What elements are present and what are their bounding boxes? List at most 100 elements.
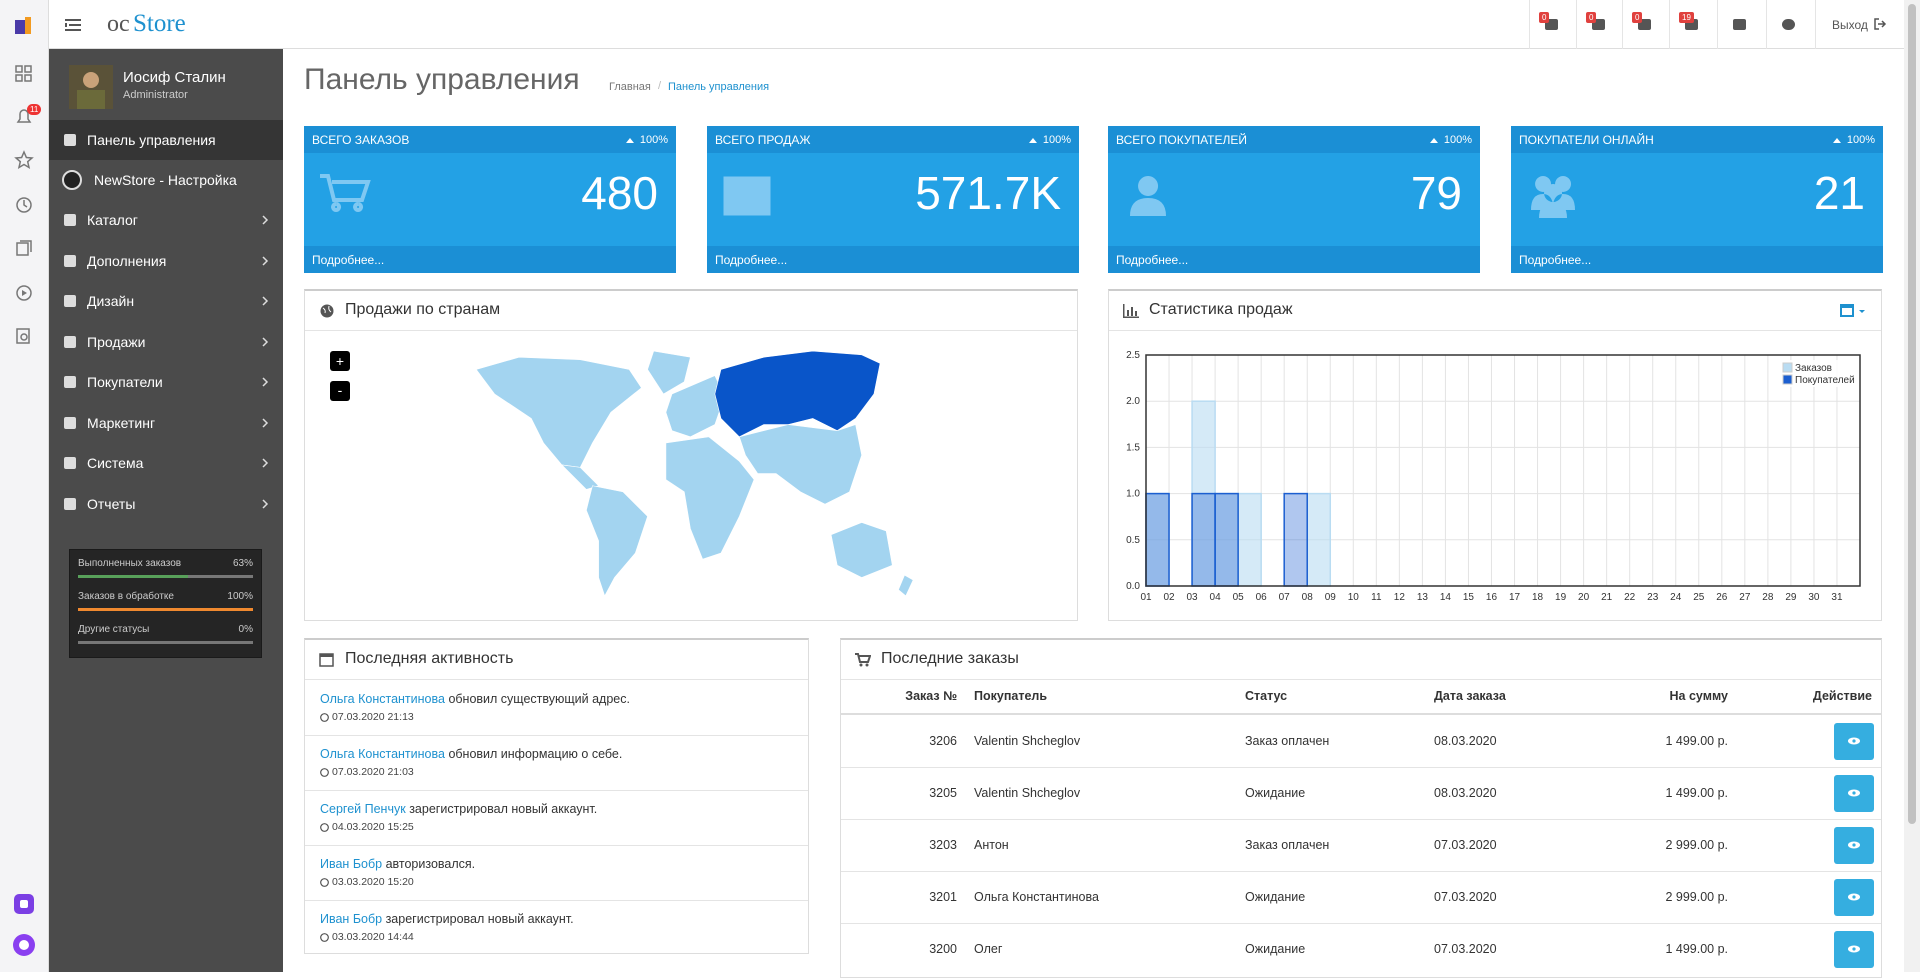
scrollbar[interactable] (1904, 0, 1920, 972)
tile-change: 100% (1443, 134, 1472, 146)
activity-user[interactable]: Сергей Пенчук (320, 802, 406, 816)
menu-toggle[interactable] (65, 17, 83, 33)
status-value: 0% (238, 624, 253, 635)
highlighted-country (714, 350, 881, 438)
tile-change: 100% (1042, 134, 1071, 146)
tile-link[interactable]: Подробнее... (1519, 253, 1592, 267)
logo-name: Store (133, 10, 186, 37)
video-icon[interactable] (14, 283, 34, 303)
menu-item[interactable]: Дизайн (49, 281, 283, 321)
activity-user[interactable]: Ольга Константинова (320, 747, 445, 761)
date-range-dropdown[interactable] (1839, 302, 1869, 320)
chart-panel: Статистика продаж 0.0 0.5 1.0 1.5 2.0 2.5 01 02… (1108, 289, 1882, 621)
menu-icon (64, 335, 76, 348)
icon-shape (320, 174, 371, 212)
clock-face (320, 713, 329, 722)
order-cell: 08.03.2020 (1434, 786, 1497, 800)
logout-icon[interactable] (1873, 17, 1887, 31)
view-button[interactable] (1834, 931, 1874, 968)
clock-icon (320, 823, 329, 832)
menu-item[interactable]: NewStore - Настройка (49, 160, 283, 200)
y-tick-label: 2.5 (1126, 350, 1140, 361)
view-button[interactable] (1834, 827, 1874, 864)
zoom-out[interactable]: - (330, 381, 350, 401)
panel-title: Статистика продаж (1149, 301, 1293, 318)
menu-item[interactable]: Маркетинг (49, 403, 283, 443)
x-tick-label: 31 (1831, 592, 1843, 603)
collections-icon[interactable] (14, 238, 34, 258)
history-icon[interactable] (14, 195, 34, 215)
chart-icon (1123, 304, 1139, 318)
view-button[interactable] (1834, 775, 1874, 812)
favorites-icon[interactable] (14, 150, 34, 170)
order-cell: 3201 (929, 890, 957, 904)
tile-link[interactable]: Подробнее... (1116, 253, 1189, 267)
x-tick-label: 05 (1233, 592, 1245, 603)
caret-path (626, 138, 634, 143)
activity-user[interactable]: Ольга Константинова (320, 692, 445, 706)
menu-item[interactable]: Дополнения (49, 241, 283, 281)
breadcrumb-home[interactable]: Главная (609, 81, 651, 93)
screenshot-icon[interactable] (14, 326, 34, 346)
menu-item[interactable]: Панель управления (49, 120, 283, 160)
menu-item[interactable]: Каталог (49, 200, 283, 240)
logo-prefix: oc (107, 11, 130, 37)
activity-date: 03.03.2020 14:44 (332, 931, 414, 943)
legend-box (1780, 360, 1856, 387)
separator (1717, 0, 1718, 49)
menu-item[interactable]: Продажи (49, 322, 283, 362)
view-button[interactable] (1834, 879, 1874, 916)
eye-pupil (1852, 947, 1856, 951)
tile-value: 21 (1813, 167, 1865, 219)
divider (305, 900, 808, 901)
chevron-path (262, 296, 269, 306)
assistant-icon[interactable] (11, 890, 37, 916)
menu-item[interactable]: Покупатели (49, 362, 283, 402)
panel-header: Последняя активность (305, 640, 808, 680)
chevron-path (262, 498, 269, 509)
tile-caret (1029, 138, 1037, 143)
menu-label: Панель управления (87, 132, 216, 148)
scrollbar-thumb[interactable] (1908, 4, 1916, 824)
order-cell: 07.03.2020 (1434, 942, 1497, 956)
x-tick-label: 26 (1716, 592, 1728, 603)
x-tick-label: 30 (1808, 592, 1820, 603)
breadcrumb-current[interactable]: Панель управления (668, 81, 770, 93)
notifications-icon[interactable] (14, 107, 34, 127)
apps-icon[interactable] (14, 64, 34, 84)
zoom-in[interactable]: + (330, 351, 350, 371)
menu-label: Дизайн (87, 293, 135, 309)
activity-user[interactable]: Иван Бобр (320, 912, 383, 926)
separator (1669, 0, 1670, 49)
activity-user[interactable]: Иван Бобр (320, 857, 383, 871)
order-cell: Заказ оплачен (1245, 838, 1330, 852)
x-tick-label: 13 (1417, 592, 1429, 603)
user-avatar (69, 65, 113, 109)
tile-footer (707, 246, 1079, 273)
logout-link[interactable]: Выход (1832, 18, 1868, 32)
clock-face (320, 878, 329, 887)
order-cell: Ожидание (1245, 786, 1306, 800)
tile-link[interactable]: Подробнее... (715, 253, 788, 267)
column-header: Дата заказа (1434, 689, 1506, 703)
divider (305, 790, 808, 791)
header-icon[interactable] (1731, 16, 1749, 34)
menu-item[interactable]: Отчеты (49, 484, 283, 524)
tile-caret (1833, 138, 1841, 143)
alice-icon[interactable] (11, 932, 37, 958)
activity-text: зарегистрировал новый аккаунт. (409, 802, 598, 816)
column-header: Покупатель (974, 689, 1048, 703)
header-icon[interactable] (1780, 16, 1798, 34)
notification-badge: 11 (27, 104, 42, 115)
menu-item[interactable]: Система (49, 443, 283, 483)
tile-link[interactable]: Подробнее... (312, 253, 385, 267)
activity-line: Иван Бобр зарегистрировал новый аккаунт. (320, 912, 800, 928)
bar (1283, 492, 1308, 587)
eye-icon (1848, 945, 1860, 953)
separator (1766, 0, 1767, 49)
status-label: Заказов в обработке (78, 591, 174, 602)
status-value: 100% (227, 591, 253, 602)
view-button[interactable] (1834, 723, 1874, 760)
